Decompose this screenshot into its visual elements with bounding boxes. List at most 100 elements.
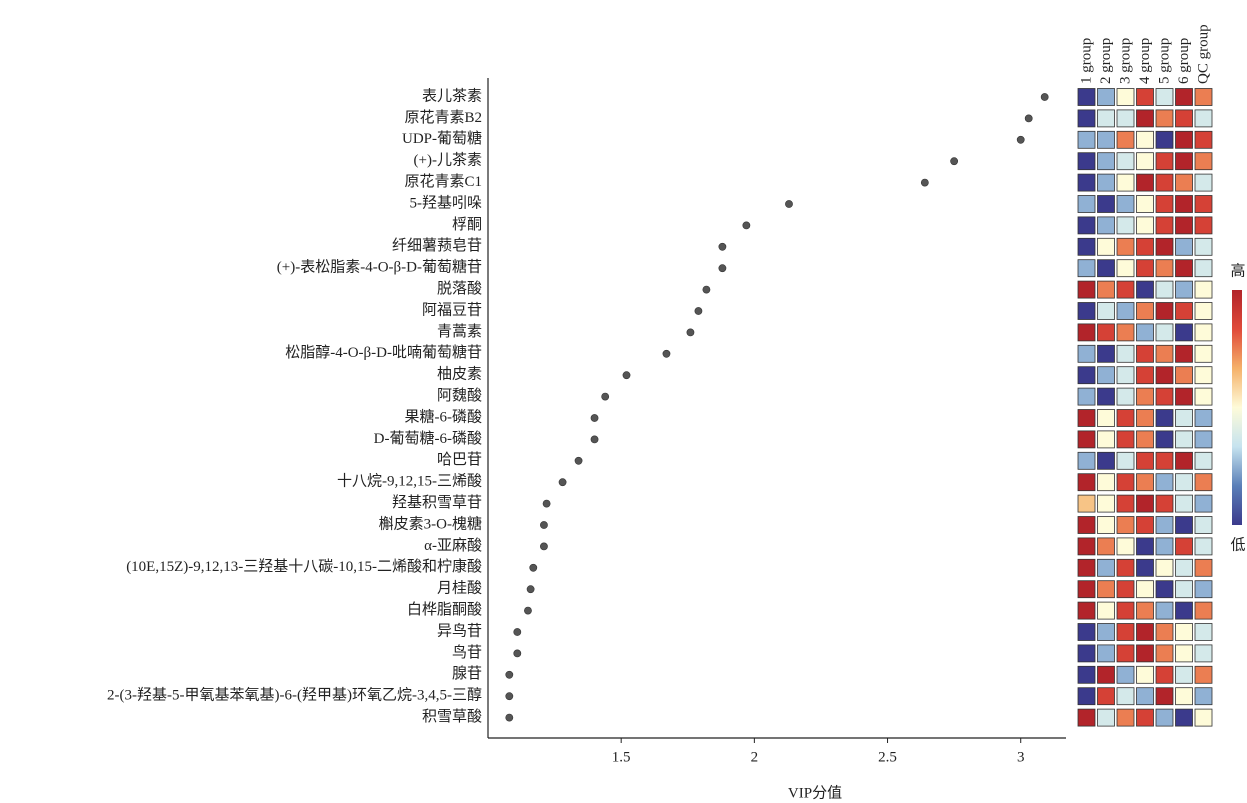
- heatmap-cell: [1194, 708, 1213, 727]
- y-tick-label: 鸟苷: [452, 644, 482, 661]
- y-tick-label: (+)-表松脂素-4-O-β-D-葡萄糖苷: [277, 259, 482, 276]
- heatmap-cell: [1175, 687, 1193, 706]
- heatmap-cell: [1155, 580, 1174, 599]
- heatmap-cell: [1077, 623, 1096, 641]
- dot: [702, 285, 711, 294]
- heatmap-cell: [1155, 687, 1174, 706]
- dot: [590, 435, 599, 444]
- heatmap-cell: [1097, 195, 1115, 213]
- heatmap-cell: [1077, 409, 1096, 427]
- heatmap-cell: [1077, 280, 1096, 299]
- heatmap-cell: [1097, 152, 1115, 171]
- heatmap-cell: [1097, 580, 1115, 599]
- heatmap-cell: [1116, 580, 1135, 599]
- heatmap-cell: [1175, 387, 1193, 406]
- heatmap-cell: [1155, 430, 1174, 449]
- heatmap-cell: [1155, 344, 1174, 363]
- y-tick-label: 纤细薯蓣皂苷: [392, 237, 482, 254]
- heatmap-cell: [1077, 665, 1096, 684]
- heatmap-cell: [1097, 623, 1115, 641]
- heatmap-cell: [1136, 687, 1154, 706]
- heatmap-cell: [1175, 152, 1193, 171]
- column-label: 4 group: [1137, 38, 1153, 84]
- y-tick-label: 5-羟基吲哚: [410, 194, 483, 211]
- heatmap-cell: [1136, 195, 1154, 213]
- dot: [558, 478, 567, 487]
- heatmap-cell: [1077, 494, 1096, 513]
- heatmap-cell: [1194, 259, 1213, 278]
- heatmap-cell: [1136, 665, 1154, 684]
- dot: [526, 585, 535, 594]
- heatmap-cell: [1077, 473, 1096, 492]
- dot: [718, 264, 727, 273]
- heatmap-cell: [1116, 302, 1135, 320]
- heatmap-cell: [1175, 173, 1193, 192]
- heatmap-cell: [1175, 451, 1193, 470]
- dot: [1024, 114, 1033, 123]
- dot: [662, 349, 671, 358]
- y-tick-label: 十八烷-9,12,15-三烯酸: [337, 473, 482, 490]
- heatmap-cell: [1116, 323, 1135, 342]
- heatmap-cell: [1194, 216, 1213, 235]
- heatmap-cell: [1116, 130, 1135, 149]
- heatmap-cell: [1077, 537, 1096, 556]
- heatmap-cell: [1155, 280, 1174, 299]
- heatmap-cell: [1155, 259, 1174, 278]
- dot: [540, 542, 548, 551]
- heatmap-cell: [1136, 259, 1154, 278]
- heatmap-cell: [1077, 259, 1096, 278]
- heatmap-cell: [1155, 558, 1174, 577]
- heatmap-cell: [1077, 88, 1096, 106]
- heatmap-cell: [1155, 366, 1174, 385]
- heatmap-cell: [1097, 344, 1115, 363]
- y-tick-label: 阿福豆苷: [422, 301, 482, 318]
- y-tick-label: α-亚麻酸: [424, 537, 482, 554]
- heatmap-cell: [1077, 344, 1096, 363]
- heatmap-cell: [1194, 130, 1213, 149]
- heatmap-cell: [1194, 344, 1213, 363]
- heatmap-cell: [1097, 665, 1115, 684]
- heatmap-cell: [1194, 109, 1213, 128]
- heatmap-cell: [1077, 109, 1096, 128]
- y-tick-label: (10E,15Z)-9,12,13-三羟基十八碳-10,15-二烯酸和柠康酸: [126, 558, 482, 575]
- heatmap-cell: [1155, 537, 1174, 556]
- column-label: 2 group: [1098, 38, 1114, 84]
- heatmap-cell: [1136, 173, 1154, 192]
- heatmap-cell: [1116, 494, 1135, 513]
- heatmap-cell: [1116, 88, 1135, 106]
- heatmap-cell: [1194, 366, 1213, 385]
- heatmap-cell: [1097, 644, 1115, 663]
- heatmap-cell: [1116, 687, 1135, 706]
- heatmap-cell: [1194, 601, 1213, 620]
- heatmap-cell: [1175, 708, 1193, 727]
- heatmap-cell: [1175, 366, 1193, 385]
- heatmap-cell: [1097, 280, 1115, 299]
- dot: [540, 521, 548, 529]
- dot: [524, 606, 532, 615]
- y-tick-label: 槲皮素3-O-槐糖: [379, 515, 482, 532]
- heatmap-cell: [1116, 344, 1135, 363]
- dot: [622, 371, 631, 380]
- heatmap-cell: [1194, 537, 1213, 556]
- heatmap-cell: [1155, 152, 1174, 171]
- heatmap-cell: [1097, 494, 1115, 513]
- heatmap-cell: [1155, 473, 1174, 492]
- heatmap-cell: [1116, 451, 1135, 470]
- y-tick-label: 果糖-6-磷酸: [405, 408, 483, 425]
- y-tick-label: 原花青素B2: [404, 109, 482, 126]
- dot: [513, 649, 522, 658]
- y-tick-label: UDP-葡萄糖: [402, 130, 482, 147]
- y-tick-label: 哈巴苷: [437, 451, 482, 468]
- heatmap-cell: [1077, 216, 1096, 235]
- heatmap-cell: [1194, 152, 1213, 171]
- heatmap-cell: [1077, 580, 1096, 599]
- heatmap-cell: [1155, 173, 1174, 192]
- column-label: QC group: [1195, 24, 1211, 84]
- heatmap-cell: [1097, 516, 1115, 534]
- heatmap-cell: [1194, 280, 1213, 299]
- heatmap-cell: [1097, 302, 1115, 320]
- y-tick-label: 松脂醇-4-O-β-D-吡喃葡萄糖苷: [285, 344, 482, 361]
- heatmap-cell: [1116, 473, 1135, 492]
- heatmap-cell: [1116, 430, 1135, 449]
- heatmap-cell: [1097, 323, 1115, 342]
